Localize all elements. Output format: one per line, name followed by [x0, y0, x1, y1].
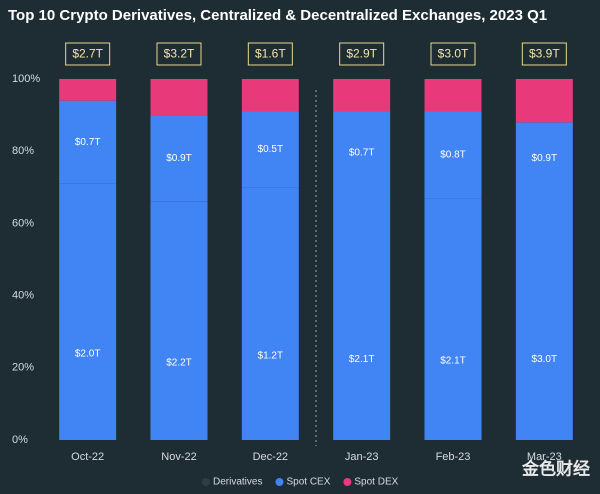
- bar-segment: [59, 183, 117, 440]
- total-label: $1.6T: [255, 47, 286, 61]
- x-tick-label: Feb-23: [436, 451, 471, 463]
- y-tick-label: 20%: [12, 362, 34, 374]
- segment-label: $0.9T: [166, 153, 192, 164]
- bar-segment: [150, 201, 208, 440]
- bar-segment: [515, 122, 573, 195]
- segment-label: $3.0T: [532, 354, 558, 365]
- segment-label: $0.5T: [258, 144, 284, 155]
- legend-label: Derivatives: [213, 477, 262, 488]
- segment-label: $0.8T: [440, 149, 466, 160]
- bar-segment: [150, 115, 208, 202]
- bar-segment: [241, 187, 299, 440]
- bar-segment: [333, 79, 391, 112]
- y-tick-label: 60%: [12, 217, 34, 229]
- bar-segment: [333, 111, 391, 195]
- segment-label: $0.7T: [349, 148, 375, 159]
- bar-segment: [424, 111, 482, 199]
- x-tick-label: Mar-23: [527, 451, 562, 463]
- bar-segment: [59, 79, 117, 101]
- total-box: [339, 42, 385, 66]
- legend-swatch: [343, 478, 352, 486]
- bar-segment: [515, 194, 573, 440]
- legend-swatch: [275, 478, 284, 486]
- bar-segment: [150, 79, 208, 116]
- segment-label: $1.2T: [258, 350, 284, 361]
- x-tick-label: Dec-22: [253, 451, 288, 463]
- total-label: $3.2T: [164, 47, 195, 61]
- total-box: [521, 42, 567, 66]
- chart-title: Top 10 Crypto Derivatives, Centralized &…: [8, 7, 547, 24]
- y-tick-label: 80%: [12, 145, 34, 157]
- y-tick-label: 40%: [12, 290, 34, 302]
- bar-segment: [424, 79, 482, 112]
- x-tick-label: Jan-23: [345, 451, 379, 463]
- bar-segment: [515, 79, 573, 123]
- total-label: $3.9T: [529, 47, 560, 61]
- x-tick-label: Nov-22: [161, 451, 196, 463]
- segment-label: $0.7T: [75, 137, 101, 148]
- segment-label: $2.1T: [349, 354, 375, 365]
- segment-label: $2.0T: [75, 348, 101, 359]
- y-tick-label: 0%: [12, 434, 28, 446]
- total-label: $3.0T: [438, 47, 469, 61]
- bar-segment: [59, 100, 117, 184]
- segment-label: $2.2T: [166, 358, 192, 369]
- legend-label: Spot DEX: [354, 477, 398, 488]
- bar-segment: [241, 111, 299, 188]
- total-label: $2.7T: [72, 47, 103, 61]
- total-box: [156, 42, 202, 66]
- total-box: [247, 42, 293, 66]
- bar-segment: [333, 194, 391, 440]
- total-label: $2.9T: [346, 47, 377, 61]
- segment-label: $0.9T: [532, 153, 558, 164]
- bar-segment: [241, 79, 299, 112]
- total-box: [430, 42, 476, 66]
- segment-label: $2.1T: [440, 356, 466, 367]
- y-tick-label: 100%: [12, 73, 40, 85]
- bar-segment: [424, 198, 482, 440]
- x-tick-label: Oct-22: [71, 451, 104, 463]
- legend-swatch: [202, 478, 210, 486]
- total-box: [65, 42, 111, 66]
- legend-label: Spot CEX: [286, 477, 330, 488]
- watermark: 金色财经: [521, 458, 590, 478]
